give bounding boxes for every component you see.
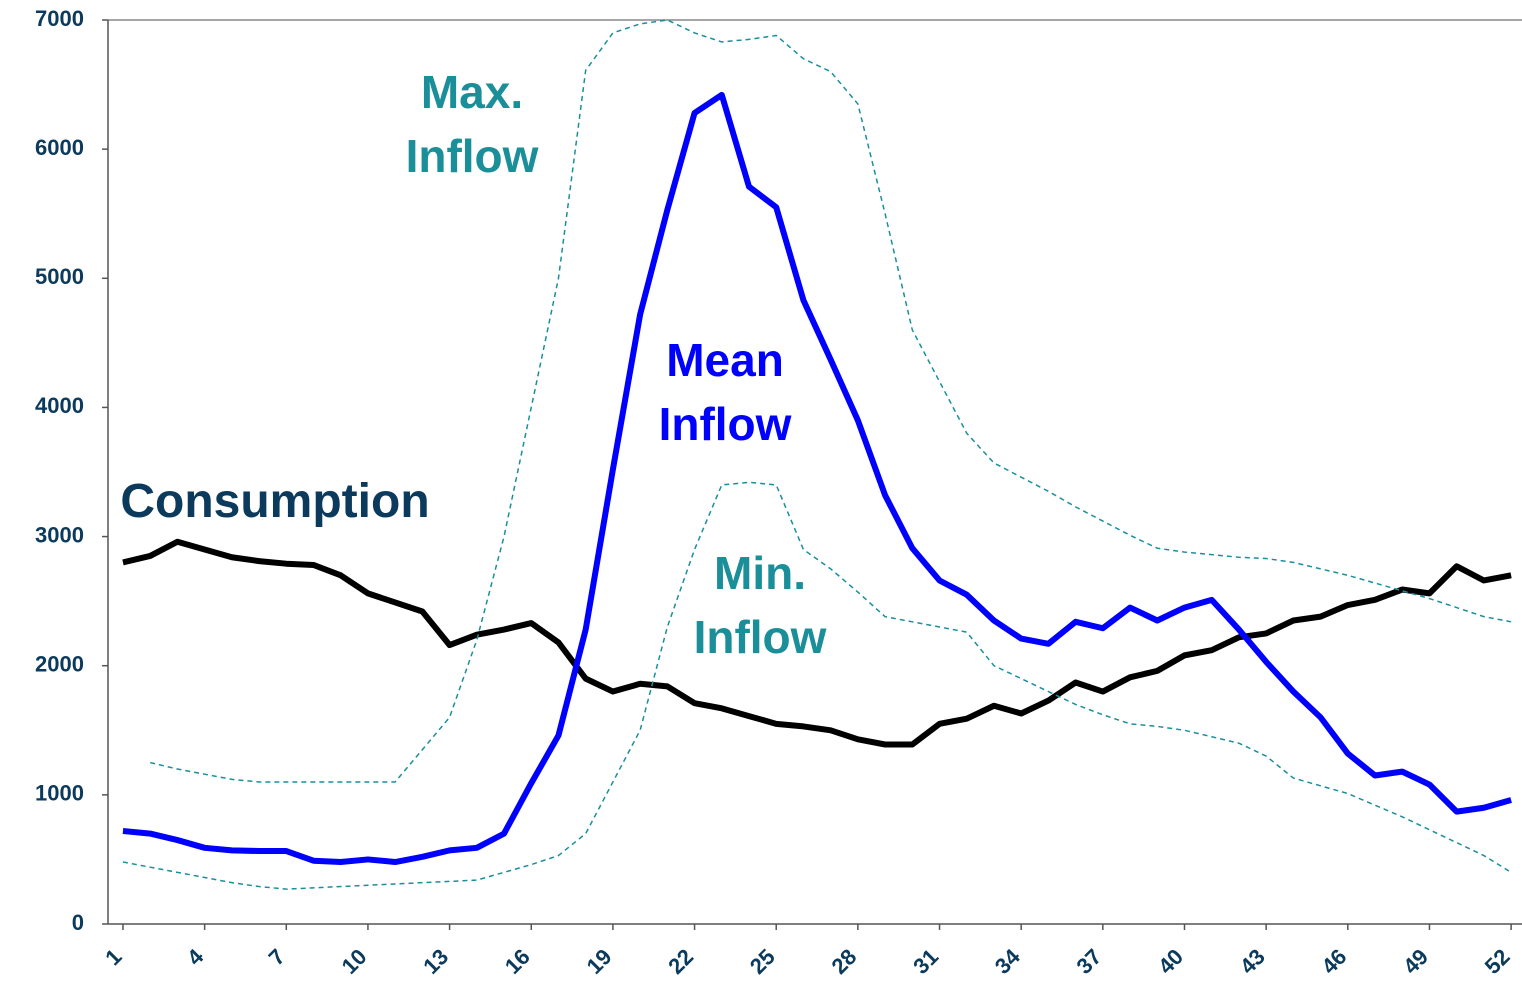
y-tick-label: 7000 [35,6,84,31]
y-tick-label: 2000 [35,652,84,677]
series-label: Mean Inflow [658,334,792,450]
x-tick-label: 46 [1316,944,1351,979]
x-tick-label: 13 [418,944,453,979]
y-tick-label: 1000 [35,781,84,806]
x-tick-label: 1 [100,944,126,970]
x-tick-label: 7 [264,944,290,970]
x-tick-label: 34 [990,943,1026,979]
x-tick-label: 10 [337,944,372,979]
x-tick-label: 16 [500,944,535,979]
series-line [122,481,1512,890]
x-tick-label: 22 [663,944,698,979]
y-tick-label: 3000 [35,522,84,547]
y-tick-label: 6000 [35,135,84,160]
series-label: Max. Inflow [405,66,539,182]
series-label: Min. Inflow [693,547,827,663]
x-tick-label: 28 [827,944,862,979]
y-tick-label: 5000 [35,264,84,289]
x-tick-label: 43 [1235,944,1270,979]
x-tick-label: 40 [1153,944,1188,979]
y-tick-label: 0 [72,910,84,935]
series-line [122,538,1512,748]
y-tick-label: 4000 [35,393,84,418]
x-tick-label: 31 [908,944,943,979]
x-tick-label: 4 [182,943,209,970]
x-tick-label: 19 [582,944,617,979]
x-tick-label: 52 [1480,944,1515,979]
series-line [122,91,1512,866]
series-label: Consumption [120,475,430,528]
series-line [150,19,1512,783]
x-tick-label: 49 [1398,944,1433,979]
x-tick-label: 37 [1071,944,1106,979]
x-tick-label: 25 [745,944,780,979]
